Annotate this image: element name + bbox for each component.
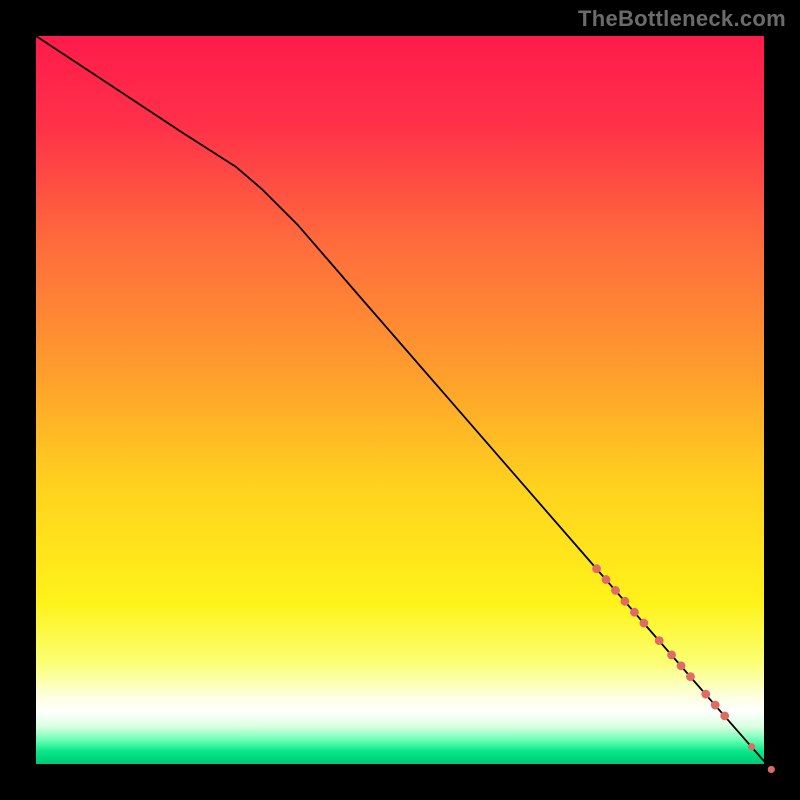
data-marker [720, 712, 729, 721]
data-marker [677, 661, 686, 670]
data-marker [701, 690, 710, 699]
data-marker [667, 650, 676, 659]
data-marker [592, 564, 601, 573]
data-marker [602, 575, 611, 584]
plot-area [36, 36, 764, 764]
data-marker [655, 636, 664, 645]
data-marker [639, 619, 648, 628]
data-marker [768, 766, 775, 773]
gradient-background [36, 36, 764, 764]
data-marker [686, 672, 695, 681]
data-marker [748, 743, 755, 750]
data-marker [630, 608, 639, 617]
chart-svg [36, 36, 764, 764]
data-marker [711, 701, 720, 710]
data-marker [611, 586, 620, 595]
data-marker [621, 597, 630, 606]
canvas: TheBottleneck.com [0, 0, 800, 800]
watermark-text: TheBottleneck.com [578, 6, 786, 32]
